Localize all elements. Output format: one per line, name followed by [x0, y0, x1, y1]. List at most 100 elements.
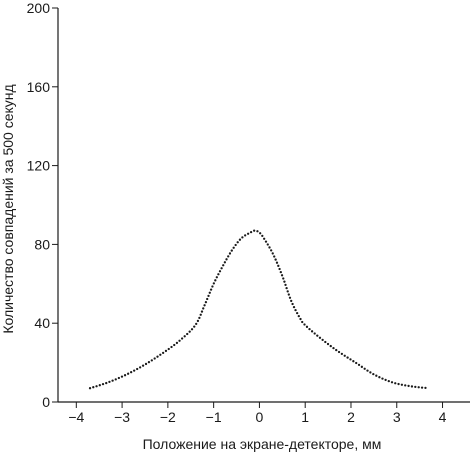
data-point — [279, 270, 282, 274]
data-point — [375, 374, 378, 377]
data-point — [274, 258, 277, 261]
data-point — [141, 364, 145, 367]
x-tick-label: 3 — [393, 409, 401, 425]
data-point — [138, 366, 142, 369]
data-point — [241, 236, 244, 239]
x-tick-label: 0 — [256, 409, 264, 425]
data-point — [282, 277, 285, 280]
data-point — [266, 243, 269, 246]
y-tick-label: 160 — [27, 79, 51, 95]
data-point — [238, 238, 242, 241]
data-point — [287, 293, 290, 296]
data-point — [150, 359, 153, 362]
data-point — [335, 348, 338, 352]
data-point — [114, 378, 117, 381]
x-tick-label: 1 — [301, 409, 309, 425]
data-point — [286, 290, 289, 293]
data-point — [200, 310, 204, 313]
data-point — [303, 323, 306, 326]
data-point — [291, 302, 294, 306]
data-point — [404, 384, 407, 387]
data-point — [190, 328, 194, 331]
x-tick-label: −3 — [114, 409, 130, 425]
data-point — [130, 371, 133, 374]
x-tick-label: 4 — [439, 409, 447, 425]
data-point — [244, 234, 247, 237]
data-point — [236, 241, 239, 244]
data-point — [263, 237, 266, 240]
data-point — [120, 375, 124, 378]
data-point — [211, 285, 214, 288]
data-point — [159, 353, 162, 356]
data-point — [173, 343, 176, 347]
data-point — [209, 288, 213, 291]
data-point — [297, 314, 300, 318]
data-points — [88, 229, 427, 390]
data-point — [340, 352, 344, 356]
data-point — [296, 311, 299, 315]
data-point — [332, 346, 335, 350]
data-point — [208, 291, 211, 294]
y-tick-label: 80 — [34, 236, 50, 252]
y-tick-label: 200 — [27, 0, 51, 16]
data-point — [369, 371, 372, 374]
data-point — [390, 381, 394, 384]
data-point — [268, 246, 271, 249]
data-point — [346, 356, 349, 359]
data-point — [98, 384, 101, 387]
data-point — [144, 362, 148, 366]
data-point — [308, 327, 311, 331]
data-point — [202, 307, 205, 310]
data-point — [284, 283, 287, 287]
data-point — [264, 240, 268, 243]
data-point — [167, 347, 170, 351]
data-point — [277, 264, 280, 267]
data-point — [290, 299, 293, 303]
data-point — [261, 234, 264, 238]
data-point — [417, 386, 420, 389]
data-point — [387, 379, 390, 383]
data-point — [424, 386, 427, 390]
data-point — [318, 336, 322, 339]
data-point — [161, 351, 165, 355]
data-point — [372, 372, 375, 376]
data-point — [164, 349, 168, 353]
data-point — [410, 385, 414, 388]
data-point — [133, 369, 136, 372]
data-point — [360, 365, 364, 368]
data-point — [329, 344, 332, 348]
data-point — [180, 337, 184, 340]
data-point — [228, 252, 232, 255]
data-point — [203, 304, 206, 307]
data-point — [259, 232, 262, 235]
data-point — [292, 305, 296, 309]
data-point — [186, 332, 189, 336]
data-point — [305, 325, 309, 328]
data-point — [407, 384, 410, 388]
data-point — [178, 339, 181, 342]
data-point — [420, 386, 424, 389]
data-point — [363, 367, 366, 370]
data-point — [199, 313, 202, 316]
data-point — [193, 325, 196, 328]
data-point — [188, 330, 191, 333]
y-tick-label: 120 — [27, 158, 51, 174]
data-point — [321, 338, 324, 342]
data-point — [196, 319, 200, 323]
data-point — [324, 340, 327, 344]
data-point — [310, 330, 314, 333]
data-point — [111, 379, 114, 382]
data-point — [366, 369, 369, 372]
data-point — [397, 382, 400, 386]
y-tick-label: 0 — [42, 394, 50, 410]
data-point — [123, 374, 127, 377]
x-tick-label: −4 — [68, 409, 84, 425]
data-point — [283, 280, 286, 283]
data-point — [246, 232, 250, 235]
data-point — [153, 357, 156, 360]
data-point — [253, 229, 256, 232]
data-point — [256, 230, 259, 233]
data-point — [378, 376, 381, 379]
data-point — [183, 335, 186, 338]
data-point — [400, 383, 404, 386]
